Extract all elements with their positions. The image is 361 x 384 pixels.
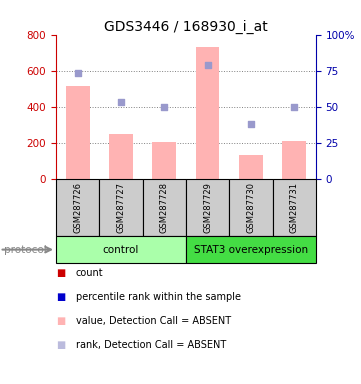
Text: ■: ■: [56, 292, 65, 302]
Point: [291, 104, 297, 110]
Text: control: control: [103, 245, 139, 255]
Bar: [239, 155, 263, 179]
Text: protocol: protocol: [4, 245, 46, 255]
Text: count: count: [76, 268, 104, 278]
Bar: [196, 47, 219, 179]
Text: GSM287729: GSM287729: [203, 182, 212, 233]
Point: [248, 121, 254, 127]
Point: [75, 70, 81, 76]
Bar: [56, 236, 186, 263]
Text: STAT3 overexpression: STAT3 overexpression: [194, 245, 308, 255]
Bar: [273, 179, 316, 236]
Bar: [66, 86, 90, 179]
Text: value, Detection Call = ABSENT: value, Detection Call = ABSENT: [76, 316, 231, 326]
Text: GSM287728: GSM287728: [160, 182, 169, 233]
Bar: [282, 141, 306, 179]
Title: GDS3446 / 168930_i_at: GDS3446 / 168930_i_at: [104, 20, 268, 33]
Text: rank, Detection Call = ABSENT: rank, Detection Call = ABSENT: [76, 340, 226, 350]
Text: ■: ■: [56, 316, 65, 326]
Text: ■: ■: [56, 268, 65, 278]
Text: percentile rank within the sample: percentile rank within the sample: [76, 292, 241, 302]
Bar: [143, 179, 186, 236]
Text: ■: ■: [56, 340, 65, 350]
Point: [118, 99, 124, 105]
Text: GSM287726: GSM287726: [73, 182, 82, 233]
Point: [161, 104, 167, 111]
Bar: [99, 179, 143, 236]
Bar: [152, 142, 176, 179]
Bar: [186, 179, 229, 236]
Bar: [109, 134, 133, 179]
Bar: [229, 179, 273, 236]
Text: GSM287727: GSM287727: [117, 182, 125, 233]
Text: GSM287730: GSM287730: [247, 182, 255, 233]
Bar: [186, 236, 316, 263]
Point: [205, 62, 210, 68]
Text: GSM287731: GSM287731: [290, 182, 299, 233]
Bar: [56, 179, 99, 236]
